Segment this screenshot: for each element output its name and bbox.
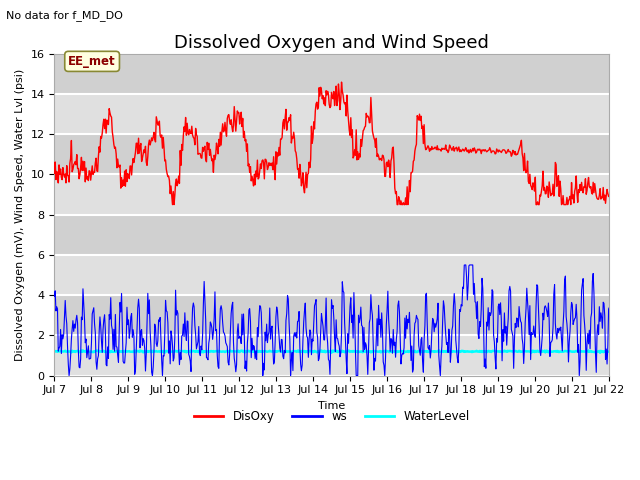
Bar bbox=[54, 255, 609, 295]
Y-axis label: Dissolved Oxygen (mV), Wind Speed, Water Lvl (psi): Dissolved Oxygen (mV), Wind Speed, Water… bbox=[15, 69, 25, 361]
Title: Dissolved Oxygen and Wind Speed: Dissolved Oxygen and Wind Speed bbox=[175, 34, 490, 52]
Bar bbox=[54, 174, 609, 215]
Bar bbox=[54, 215, 609, 255]
Text: EE_met: EE_met bbox=[68, 55, 116, 68]
Bar bbox=[54, 295, 609, 336]
Bar bbox=[54, 94, 609, 134]
X-axis label: Time: Time bbox=[318, 401, 346, 411]
Legend: DisOxy, ws, WaterLevel: DisOxy, ws, WaterLevel bbox=[189, 405, 475, 428]
Bar bbox=[54, 54, 609, 94]
Bar bbox=[54, 134, 609, 174]
Bar bbox=[54, 336, 609, 375]
Text: No data for f_MD_DO: No data for f_MD_DO bbox=[6, 10, 124, 21]
